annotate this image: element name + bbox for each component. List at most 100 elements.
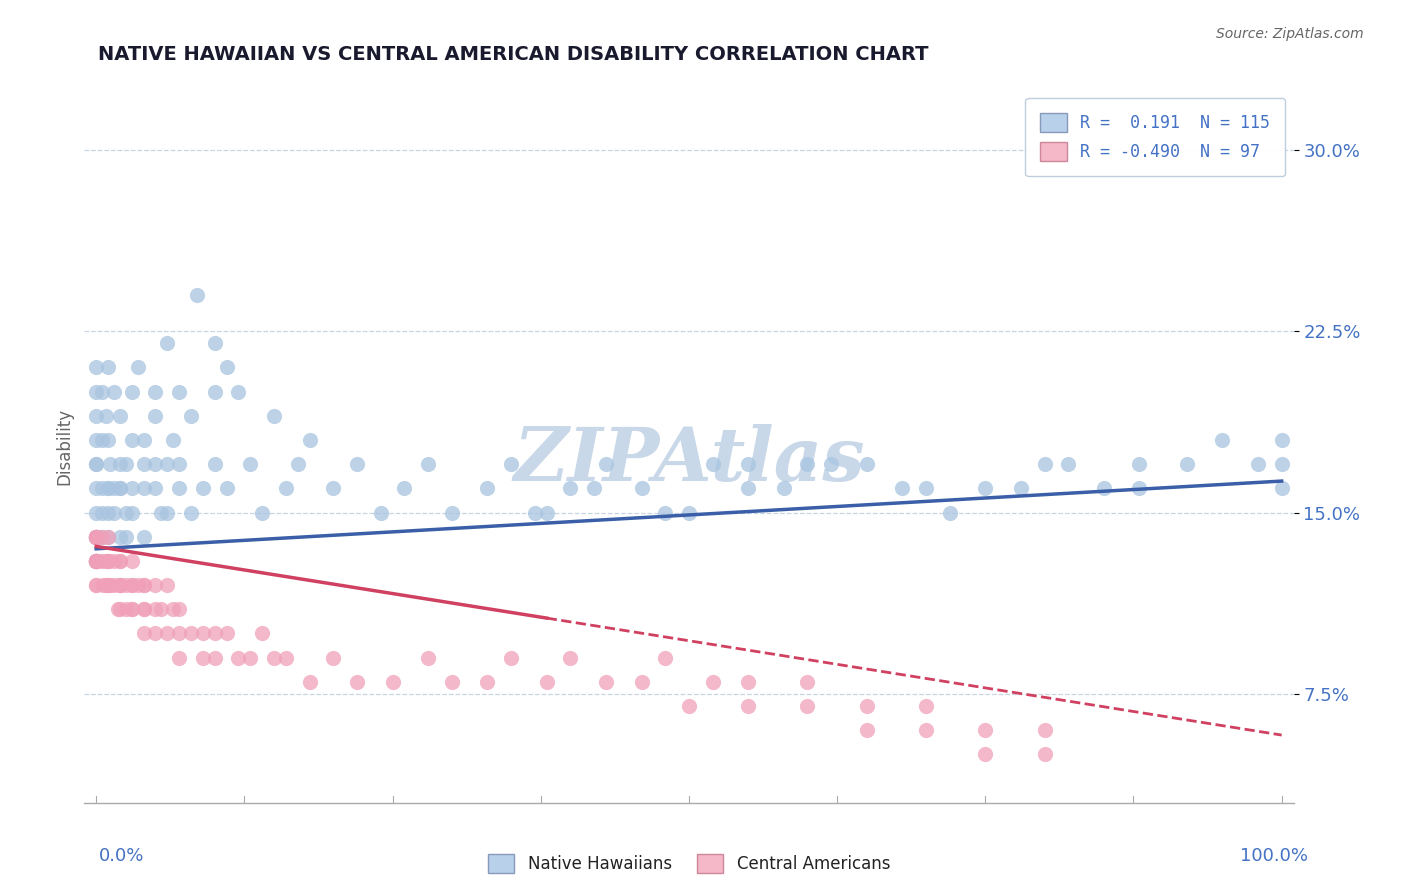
Point: [93, 554, 115, 568]
Point: [121, 602, 143, 616]
Point: [167, 481, 190, 495]
Point: [97, 481, 120, 495]
Text: 0.0%: 0.0%: [98, 847, 143, 865]
Point: [204, 384, 226, 399]
Y-axis label: Disability: Disability: [55, 408, 73, 484]
Point: [145, 602, 167, 616]
Point: [560, 650, 582, 665]
Point: [180, 506, 202, 520]
Point: [97, 578, 120, 592]
Point: [820, 457, 842, 471]
Point: [595, 674, 617, 689]
Point: [100, 578, 122, 592]
Point: [145, 626, 167, 640]
Point: [91, 578, 114, 592]
Point: [127, 360, 149, 375]
Point: [1128, 481, 1150, 495]
Point: [346, 674, 368, 689]
Point: [156, 626, 179, 640]
Point: [84, 457, 107, 471]
Point: [322, 650, 344, 665]
Point: [228, 650, 250, 665]
Point: [654, 506, 676, 520]
Point: [595, 457, 617, 471]
Point: [274, 481, 297, 495]
Point: [630, 674, 652, 689]
Point: [108, 409, 131, 423]
Point: [84, 554, 107, 568]
Point: [298, 433, 321, 447]
Point: [121, 481, 143, 495]
Point: [100, 457, 122, 471]
Point: [1033, 723, 1056, 738]
Point: [440, 506, 463, 520]
Point: [536, 506, 558, 520]
Point: [162, 433, 184, 447]
Point: [204, 336, 226, 351]
Point: [145, 457, 167, 471]
Point: [91, 506, 114, 520]
Point: [737, 481, 759, 495]
Point: [108, 578, 131, 592]
Point: [167, 650, 190, 665]
Point: [84, 530, 107, 544]
Point: [501, 457, 523, 471]
Point: [1247, 457, 1270, 471]
Point: [167, 626, 190, 640]
Point: [84, 578, 107, 592]
Point: [121, 506, 143, 520]
Point: [1128, 457, 1150, 471]
Point: [191, 626, 214, 640]
Point: [796, 699, 818, 714]
Point: [108, 602, 131, 616]
Point: [84, 578, 107, 592]
Point: [418, 457, 440, 471]
Point: [121, 554, 143, 568]
Point: [91, 481, 114, 495]
Text: ZIPAtlas: ZIPAtlas: [513, 424, 865, 497]
Point: [167, 457, 190, 471]
Point: [915, 699, 938, 714]
Point: [250, 506, 273, 520]
Point: [1271, 457, 1294, 471]
Point: [84, 530, 107, 544]
Point: [855, 457, 877, 471]
Point: [108, 481, 131, 495]
Point: [228, 384, 250, 399]
Point: [737, 457, 759, 471]
Point: [250, 626, 273, 640]
Point: [145, 481, 167, 495]
Point: [84, 457, 107, 471]
Point: [84, 409, 107, 423]
Point: [167, 384, 190, 399]
Point: [1010, 481, 1032, 495]
Point: [702, 457, 724, 471]
Point: [108, 457, 131, 471]
Point: [418, 650, 440, 665]
Point: [132, 602, 155, 616]
Point: [855, 723, 877, 738]
Point: [156, 336, 179, 351]
Point: [915, 481, 938, 495]
Point: [855, 699, 877, 714]
Point: [84, 554, 107, 568]
Point: [94, 578, 117, 592]
Point: [156, 506, 179, 520]
Point: [583, 481, 606, 495]
Point: [346, 457, 368, 471]
Point: [440, 674, 463, 689]
Point: [1033, 457, 1056, 471]
Point: [1175, 457, 1198, 471]
Point: [97, 360, 120, 375]
Text: NATIVE HAWAIIAN VS CENTRAL AMERICAN DISABILITY CORRELATION CHART: NATIVE HAWAIIAN VS CENTRAL AMERICAN DISA…: [98, 45, 929, 63]
Point: [84, 530, 107, 544]
Point: [84, 554, 107, 568]
Point: [97, 554, 120, 568]
Point: [974, 723, 997, 738]
Point: [91, 384, 114, 399]
Point: [84, 506, 107, 520]
Point: [560, 481, 582, 495]
Point: [132, 433, 155, 447]
Point: [97, 433, 120, 447]
Point: [891, 481, 914, 495]
